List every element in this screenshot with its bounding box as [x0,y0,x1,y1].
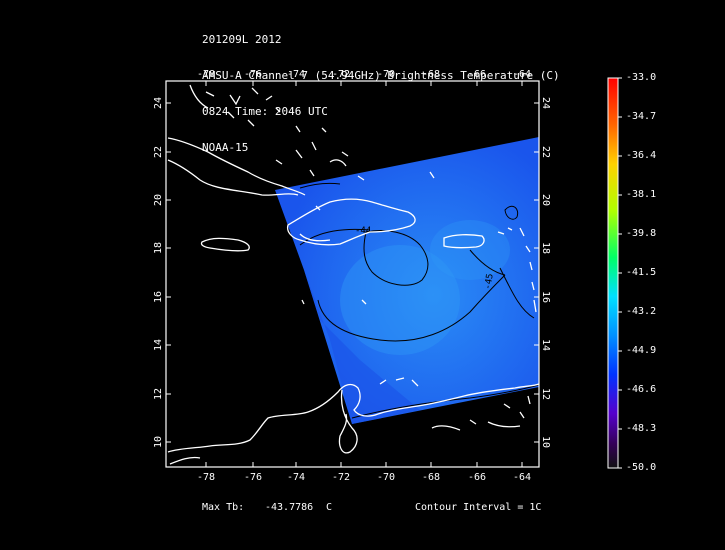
lon-tick-label-top: -74 [287,69,305,80]
lon-tick-label-top: -70 [377,69,395,80]
lon-tick-label-top: -66 [468,69,486,80]
lat-tick-label-left: 14 [153,339,164,351]
lon-tick-label-bottom: -72 [332,472,350,483]
lat-tick-label-left: 10 [153,436,164,448]
contour-line [317,274,506,342]
colorbar-tick-label: -44.9 [626,345,657,356]
lon-tick-label-top: -76 [244,69,262,80]
lon-tick-label-bottom: -74 [287,472,305,483]
coastline-cuba [167,137,306,196]
coastline-lesser-antilles [519,227,537,419]
coastline-islands [301,151,435,305]
lon-tick-label-top: -68 [422,69,440,80]
colorbar-tick-label: -36.4 [626,150,657,161]
swath-darker-band [304,270,420,424]
map-tickmarks [166,81,539,467]
contour-line [351,384,539,419]
colorbar-gradient [607,77,619,469]
map-tick-labels: -78 -78 -76 -76 -74 -74 -72 -72 -70 -70 -68 -68 -66 -… [153,69,551,483]
coastline-jamaica [200,237,250,252]
date-time: 0824 Time: 2046 UTC [202,105,328,118]
lon-tick-label-bottom: -68 [422,472,440,483]
lat-tick-label-left: 16 [153,291,164,303]
lon-tick-label-bottom: -66 [468,472,486,483]
coastline-puerto-rico [443,227,513,249]
lat-tick-label-left: 24 [153,97,164,109]
lat-tick-label-left: 18 [153,242,164,254]
colorbar-tick-label: -38.1 [626,189,657,200]
contour-line [469,249,506,276]
colorbar-tick-label: -33.0 [626,72,657,83]
contour-label: -45 [483,273,496,291]
contour-line [499,267,535,319]
colorbar-tick-marks [618,77,622,469]
coastline-hispaniola [286,198,416,246]
contour-label: -44 [355,226,371,236]
lon-tick-label-top: -64 [513,69,531,80]
lon-tick-label-bottom: -64 [513,472,531,483]
satellite-name: NOAA-15 [202,141,249,154]
lat-tick-label-right: 12 [540,388,551,400]
lat-tick-label-right: 24 [540,97,551,109]
lat-tick-label-left: 20 [153,194,164,206]
contour-line [363,230,429,286]
coastline-aruba-curacao [379,377,521,431]
lat-tick-label-right: 10 [540,436,551,448]
colorbar-tick-label: -48.3 [626,423,657,434]
lat-tick-label-left: 12 [153,388,164,400]
lat-tick-label-right: 22 [540,146,551,158]
colorbar-tick-label: -46.6 [626,384,657,395]
lat-tick-label-left: 22 [153,146,164,158]
colorbar-tick-label: -43.2 [626,306,657,317]
swath-warm-patch [340,245,460,355]
contour-line [299,182,341,189]
lon-tick-label-top: -72 [332,69,350,80]
lon-tick-label-top: -78 [197,69,215,80]
product-title: AMSU-A Channel 7 (54.94GHz) Brightness T… [202,69,560,82]
max-tb-label: Max Tb: [202,502,245,513]
header-block: 201209L 2012 AMSU-A Channel 7 (54.94GHz)… [202,10,560,166]
colorbar-tick-label: -50.0 [626,462,657,473]
lon-tick-label-bottom: -78 [197,472,215,483]
coastline-bahamas [189,84,365,181]
lat-tick-label-right: 14 [540,339,551,351]
coastline-south-america [167,383,539,465]
colorbar-tick-label: -34.7 [626,111,657,122]
lat-tick-label-right: 16 [540,291,551,303]
map-frame [165,80,540,468]
lat-tick-label-right: 20 [540,194,551,206]
max-tb-unit: C [326,502,333,513]
coastlines [167,84,539,465]
storm-id-year: 201209L 2012 [202,33,282,46]
contour-line [504,205,519,220]
colorbar-tick-label: -39.8 [626,228,657,239]
lon-tick-label-bottom: -76 [244,472,262,483]
max-tb-value: -43.7786 [265,502,314,513]
contour-interval: Contour Interval = 1C [415,502,542,513]
lat-tick-label-right: 18 [540,242,551,254]
lon-tick-label-bottom: -70 [377,472,395,483]
colorbar-tick-label: -41.5 [626,267,657,278]
